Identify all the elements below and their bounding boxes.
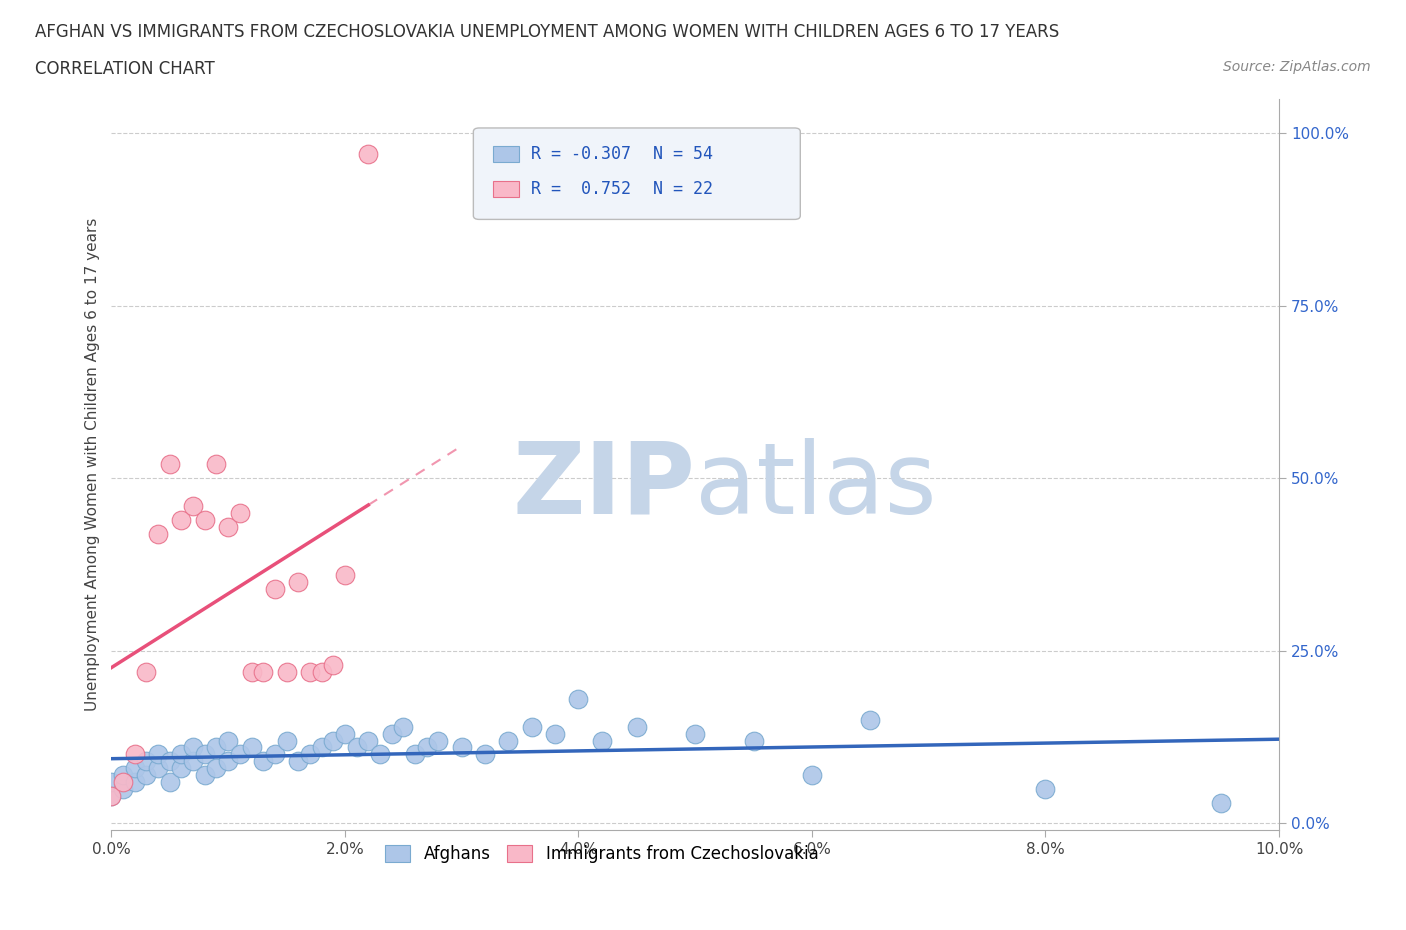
Point bbox=[544, 726, 567, 741]
Point bbox=[170, 747, 193, 762]
Text: ZIP: ZIP bbox=[512, 438, 695, 535]
Point bbox=[181, 754, 204, 769]
Y-axis label: Unemployment Among Women with Children Ages 6 to 17 years: Unemployment Among Women with Children A… bbox=[86, 218, 100, 711]
Point bbox=[311, 740, 333, 755]
Point bbox=[217, 754, 239, 769]
Point bbox=[591, 733, 613, 748]
Point bbox=[112, 781, 135, 796]
Point bbox=[520, 719, 543, 734]
Point bbox=[276, 664, 298, 679]
Point bbox=[311, 664, 333, 679]
Point bbox=[252, 664, 274, 679]
Point bbox=[181, 498, 204, 513]
Point bbox=[333, 567, 356, 582]
Point bbox=[298, 747, 321, 762]
Text: atlas: atlas bbox=[695, 438, 936, 535]
Point bbox=[626, 719, 648, 734]
Point bbox=[357, 733, 380, 748]
Text: R = -0.307: R = -0.307 bbox=[530, 144, 630, 163]
Point bbox=[240, 740, 263, 755]
FancyBboxPatch shape bbox=[474, 128, 800, 219]
Text: CORRELATION CHART: CORRELATION CHART bbox=[35, 60, 215, 78]
Point bbox=[124, 747, 146, 762]
Point bbox=[135, 754, 157, 769]
Point bbox=[217, 519, 239, 534]
Text: N = 22: N = 22 bbox=[654, 179, 713, 198]
Point bbox=[100, 789, 122, 804]
Point bbox=[742, 733, 765, 748]
Point bbox=[159, 457, 181, 472]
Text: N = 54: N = 54 bbox=[654, 144, 713, 163]
Point bbox=[240, 664, 263, 679]
Point bbox=[229, 505, 252, 520]
Point bbox=[194, 767, 217, 782]
Point bbox=[322, 733, 344, 748]
Point bbox=[112, 767, 135, 782]
Point bbox=[124, 775, 146, 790]
Point bbox=[333, 726, 356, 741]
Point bbox=[159, 775, 181, 790]
Point bbox=[427, 733, 450, 748]
Point bbox=[170, 761, 193, 776]
Point bbox=[217, 733, 239, 748]
Point bbox=[146, 526, 169, 541]
Point bbox=[264, 581, 287, 596]
Point bbox=[276, 733, 298, 748]
Text: AFGHAN VS IMMIGRANTS FROM CZECHOSLOVAKIA UNEMPLOYMENT AMONG WOMEN WITH CHILDREN : AFGHAN VS IMMIGRANTS FROM CZECHOSLOVAKIA… bbox=[35, 23, 1059, 41]
Point bbox=[100, 789, 122, 804]
Point bbox=[146, 747, 169, 762]
Point bbox=[205, 740, 228, 755]
Point bbox=[415, 740, 437, 755]
Point bbox=[135, 664, 157, 679]
Point bbox=[368, 747, 391, 762]
Point bbox=[229, 747, 252, 762]
Point bbox=[404, 747, 426, 762]
Point bbox=[859, 712, 882, 727]
Point bbox=[205, 457, 228, 472]
Point bbox=[357, 146, 380, 161]
Point bbox=[124, 761, 146, 776]
Text: R =  0.752: R = 0.752 bbox=[530, 179, 630, 198]
Point bbox=[181, 740, 204, 755]
Point bbox=[205, 761, 228, 776]
Point bbox=[683, 726, 706, 741]
Point bbox=[194, 747, 217, 762]
Text: Source: ZipAtlas.com: Source: ZipAtlas.com bbox=[1223, 60, 1371, 74]
Point bbox=[392, 719, 415, 734]
Point bbox=[567, 692, 589, 707]
Point bbox=[146, 761, 169, 776]
Point bbox=[287, 754, 309, 769]
Point bbox=[170, 512, 193, 527]
Point bbox=[287, 575, 309, 590]
Point bbox=[252, 754, 274, 769]
FancyBboxPatch shape bbox=[494, 180, 519, 197]
Point bbox=[298, 664, 321, 679]
Point bbox=[801, 767, 824, 782]
Point bbox=[474, 747, 496, 762]
Point bbox=[135, 767, 157, 782]
Point bbox=[112, 775, 135, 790]
Point bbox=[1209, 795, 1232, 810]
Point bbox=[1035, 781, 1057, 796]
Legend: Afghans, Immigrants from Czechoslovakia: Afghans, Immigrants from Czechoslovakia bbox=[378, 838, 825, 870]
Point bbox=[322, 658, 344, 672]
Point bbox=[159, 754, 181, 769]
Point bbox=[498, 733, 520, 748]
Point bbox=[264, 747, 287, 762]
Point bbox=[381, 726, 404, 741]
FancyBboxPatch shape bbox=[494, 145, 519, 162]
Point bbox=[346, 740, 368, 755]
Point bbox=[100, 775, 122, 790]
Point bbox=[194, 512, 217, 527]
Point bbox=[450, 740, 472, 755]
